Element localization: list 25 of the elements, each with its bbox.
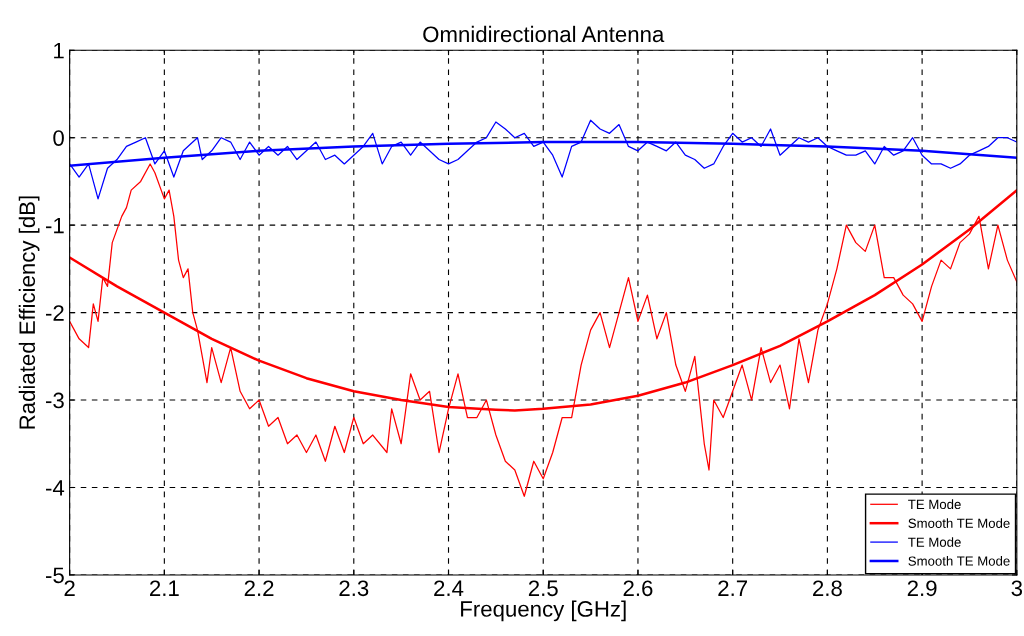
- chart-title: Omnidirectional Antenna: [423, 25, 665, 43]
- x-tick-label: 2.9: [907, 580, 937, 597]
- legend-label: Smooth TE Mode: [908, 556, 1010, 566]
- y-tick-label: -5: [46, 567, 64, 584]
- x-tick-label: 2.7: [718, 580, 747, 596]
- x-tick-label: 2.6: [623, 580, 653, 597]
- legend-label: TE Mode: [908, 537, 961, 547]
- x-axis-title: Frequency [GHz]: [461, 600, 626, 622]
- x-tick-label: 2.1: [150, 580, 179, 596]
- x-tick-label: 2.3: [339, 580, 369, 597]
- x-tick-label: 2.5: [528, 580, 558, 597]
- y-tick-label: 0: [53, 130, 64, 146]
- y-tick-label: -4: [46, 480, 65, 496]
- legend-label: Smooth TE Mode: [908, 518, 1010, 528]
- legend-label: TE Mode: [908, 499, 961, 510]
- x-tick-label: 2: [64, 580, 75, 596]
- y-axis-title: Radiated Efficiency [dB]: [18, 196, 40, 429]
- x-tick-label: 3: [1011, 580, 1023, 597]
- x-tick-label: 2.2: [244, 580, 274, 596]
- x-tick-label: 2.8: [813, 580, 842, 597]
- y-tick-label: -1: [46, 217, 64, 234]
- y-tick-label: 1: [54, 43, 64, 59]
- y-tick-label: -3: [46, 392, 64, 409]
- y-tick-label: -2: [46, 305, 64, 321]
- x-tick-label: 2.4: [434, 580, 464, 596]
